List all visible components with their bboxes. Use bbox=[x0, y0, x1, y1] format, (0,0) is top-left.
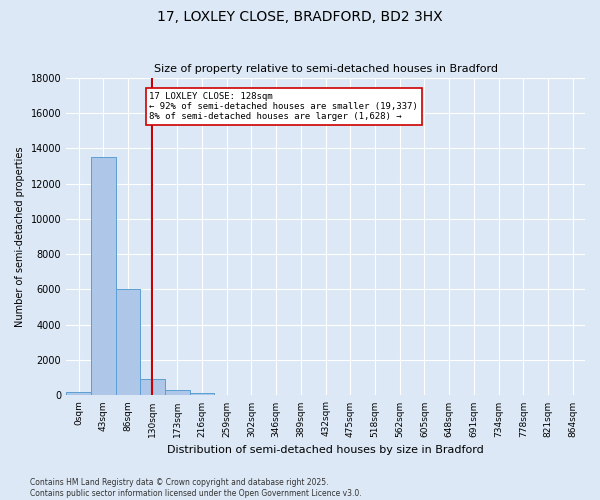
Text: 17, LOXLEY CLOSE, BRADFORD, BD2 3HX: 17, LOXLEY CLOSE, BRADFORD, BD2 3HX bbox=[157, 10, 443, 24]
X-axis label: Distribution of semi-detached houses by size in Bradford: Distribution of semi-detached houses by … bbox=[167, 445, 484, 455]
Text: 17 LOXLEY CLOSE: 128sqm
← 92% of semi-detached houses are smaller (19,337)
8% of: 17 LOXLEY CLOSE: 128sqm ← 92% of semi-de… bbox=[149, 92, 418, 122]
Bar bbox=[91, 157, 116, 396]
Text: Contains HM Land Registry data © Crown copyright and database right 2025.
Contai: Contains HM Land Registry data © Crown c… bbox=[30, 478, 362, 498]
Bar bbox=[214, 394, 239, 396]
Bar bbox=[165, 390, 190, 396]
Y-axis label: Number of semi-detached properties: Number of semi-detached properties bbox=[15, 146, 25, 326]
Bar bbox=[140, 378, 165, 396]
Title: Size of property relative to semi-detached houses in Bradford: Size of property relative to semi-detach… bbox=[154, 64, 497, 74]
Bar bbox=[116, 290, 140, 396]
Bar bbox=[190, 394, 214, 396]
Bar bbox=[66, 392, 91, 396]
